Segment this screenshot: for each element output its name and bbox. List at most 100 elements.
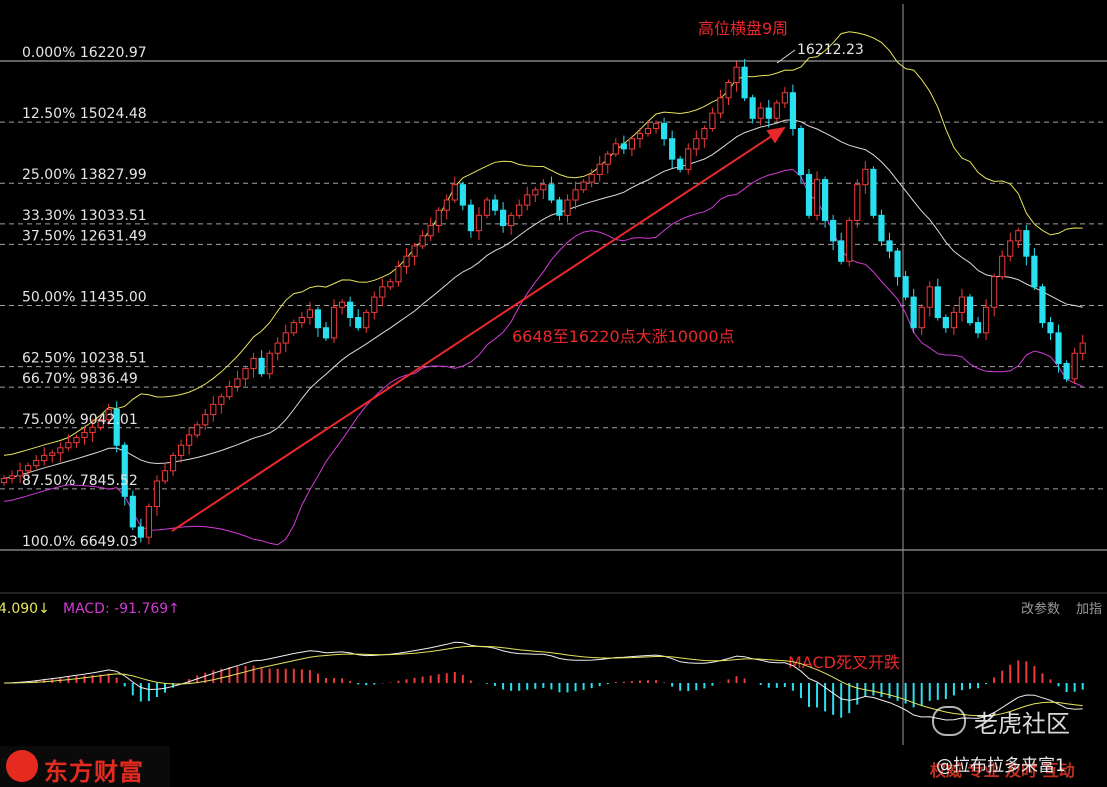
candle-up: [8, 475, 16, 479]
candle-up: [226, 385, 233, 398]
candle-down: [137, 526, 144, 538]
candle-down: [669, 138, 676, 160]
candle-up: [65, 442, 72, 449]
candle-up: [290, 322, 297, 334]
candle-up: [435, 209, 442, 227]
candle-up: [991, 276, 998, 308]
upper-band: [3, 31, 1083, 456]
candle-up: [773, 102, 780, 119]
candle-up: [958, 296, 966, 313]
candle-up: [604, 153, 611, 165]
candle-up: [274, 342, 281, 354]
candle-up: [596, 163, 603, 175]
params-button[interactable]: 改参数: [1021, 601, 1060, 617]
brand-name: 东方财富: [44, 758, 144, 786]
candle-up: [339, 301, 346, 308]
candle-up: [926, 286, 933, 308]
candle-up: [685, 148, 692, 170]
candle-up: [161, 470, 169, 482]
candle-up: [717, 97, 724, 114]
candle-down: [805, 173, 813, 216]
dea-line: [4, 645, 1083, 717]
candle-up: [612, 143, 619, 155]
candle-up: [950, 311, 957, 329]
candle-up: [419, 235, 426, 247]
annotation-macd: MACD死叉开跌: [788, 653, 900, 672]
candle-up: [169, 454, 177, 472]
fib-label: 100.0% 6649.03: [22, 534, 138, 550]
candle-down: [886, 240, 893, 252]
candle-up: [250, 357, 257, 370]
candle-up: [202, 414, 209, 426]
candle-up: [57, 447, 64, 454]
candle-up: [218, 396, 225, 405]
peak-pointer: [776, 49, 796, 64]
candle-up: [999, 255, 1006, 278]
candle-up: [628, 138, 635, 150]
candle-up: [475, 214, 483, 232]
peak-label: 16212.23: [797, 42, 864, 58]
bollinger-bands: [3, 31, 1083, 546]
candle-down: [500, 209, 507, 227]
candle-up: [17, 470, 24, 477]
candle-down: [765, 107, 772, 119]
candle-up: [49, 452, 56, 456]
trend-arrow: [171, 126, 786, 532]
candle-up: [0, 477, 8, 484]
candle-up: [41, 454, 48, 462]
candle-down: [974, 322, 982, 334]
candle-down: [966, 296, 974, 324]
candle-up: [516, 204, 523, 216]
candle-up: [564, 199, 571, 216]
candle-up: [97, 419, 104, 428]
candle-down: [113, 408, 120, 446]
candle-up: [234, 378, 241, 387]
fib-label: 87.50% 7845.52: [22, 473, 138, 489]
candle-up: [1079, 342, 1086, 354]
candle-up: [854, 184, 861, 221]
candle-up: [371, 296, 378, 313]
fib-labels: 0.000% 16220.97 12.50% 15024.48 25.00% 138…: [22, 45, 147, 550]
candle-down: [661, 122, 668, 140]
candle-down: [838, 240, 845, 262]
annotations: 高位横盘9周 6648至16220点大涨10000点 16212.23: [171, 19, 864, 532]
candlesticks: [0, 59, 1086, 545]
fib-grid: [0, 4, 1107, 745]
fib-label: 12.50% 15024.48: [22, 106, 147, 122]
candle-up: [636, 133, 644, 140]
candle-up: [572, 189, 579, 201]
fib-label: 50.00% 11435.00: [22, 290, 147, 306]
candle-down: [797, 127, 805, 175]
candle-up: [813, 179, 821, 216]
candle-up: [403, 255, 410, 267]
candle-down: [459, 184, 466, 206]
candle-up: [709, 112, 716, 129]
candle-down: [258, 357, 265, 375]
candle-up: [1015, 230, 1022, 242]
dif-line: [3, 641, 1083, 721]
candle-down: [789, 92, 796, 129]
candle-up: [178, 444, 185, 456]
candle-down: [822, 179, 829, 221]
candle-up: [89, 426, 96, 433]
candle-down: [749, 97, 756, 119]
candle-down: [491, 199, 499, 211]
watermark-site: 老虎社区: [974, 710, 1070, 738]
candle-up: [483, 199, 491, 216]
candle-up: [846, 219, 853, 262]
candle-up: [186, 434, 193, 446]
candle-up: [1071, 352, 1078, 380]
candle-up: [210, 403, 217, 416]
candle-up: [757, 107, 764, 119]
candle-down: [1039, 286, 1046, 324]
add-indicator-button[interactable]: 加指: [1076, 602, 1102, 617]
candle-up: [306, 309, 313, 319]
candle-down: [1055, 332, 1062, 364]
candle-up: [443, 199, 450, 211]
candle-down: [1031, 255, 1038, 288]
candle-up: [524, 194, 531, 206]
candle-up: [363, 311, 370, 329]
fib-label: 37.50% 12631.49: [22, 228, 147, 244]
candle-down: [830, 219, 837, 242]
